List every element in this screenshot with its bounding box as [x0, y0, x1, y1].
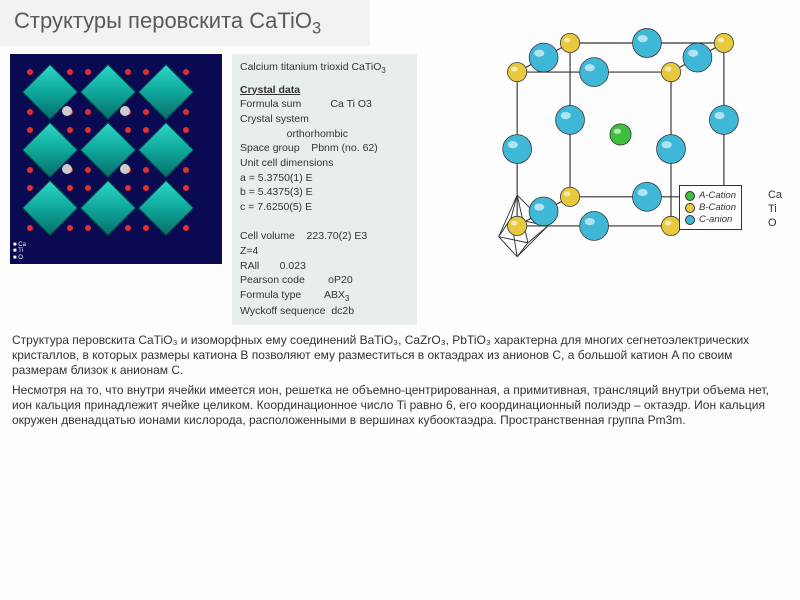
legend-row: A-Cation [685, 190, 736, 201]
legend-row: C-anion [685, 214, 736, 225]
mini-legend: ■ Ca■ Ti■ O [13, 242, 26, 262]
body-text: Структура перовскита CaTiO₃ и изоморфных… [0, 329, 800, 437]
page-title: Структуры перовскита CaTiO3 [0, 0, 370, 46]
perovskite-diagram: A-CationB-CationC-anion CaTiO [427, 24, 790, 274]
side-label: Ca [768, 188, 782, 202]
compound-text: Calcium titanium trioxid CaTiO [240, 61, 381, 73]
diagram-legend: A-CationB-CationC-anion [679, 185, 742, 230]
paragraph: Несмотря на то, что внутри ячейки имеетс… [12, 383, 788, 428]
side-labels: CaTiO [768, 188, 782, 231]
title-text: Структуры перовскита CaTiO [14, 8, 312, 33]
legend-label: C-anion [699, 214, 732, 225]
paragraph: Структура перовскита CaTiO₃ и изоморфных… [12, 333, 788, 378]
crystal-data-heading: Crystal data [240, 83, 409, 98]
crystal-data-panel: Calcium titanium trioxid CaTiO3 Crystal … [232, 54, 417, 325]
legend-label: B-Cation [699, 202, 736, 213]
crystal-structure-image: ■ Ca■ Ti■ O [10, 54, 222, 264]
legend-dot [685, 191, 695, 201]
compound-sub: 3 [381, 66, 385, 75]
top-row: ■ Ca■ Ti■ O Calcium titanium trioxid CaT… [0, 46, 800, 329]
compound-name: Calcium titanium trioxid CaTiO3 [240, 60, 409, 76]
legend-dot [685, 203, 695, 213]
side-label: O [768, 216, 782, 230]
unit-cell-svg [427, 24, 790, 274]
crystal-data-rows: Formula sum Ca Ti O3 Crystal system orth… [240, 97, 409, 319]
legend-row: B-Cation [685, 202, 736, 213]
legend-dot [685, 215, 695, 225]
side-label: Ti [768, 202, 782, 216]
title-sub: 3 [312, 19, 321, 37]
legend-label: A-Cation [699, 190, 736, 201]
